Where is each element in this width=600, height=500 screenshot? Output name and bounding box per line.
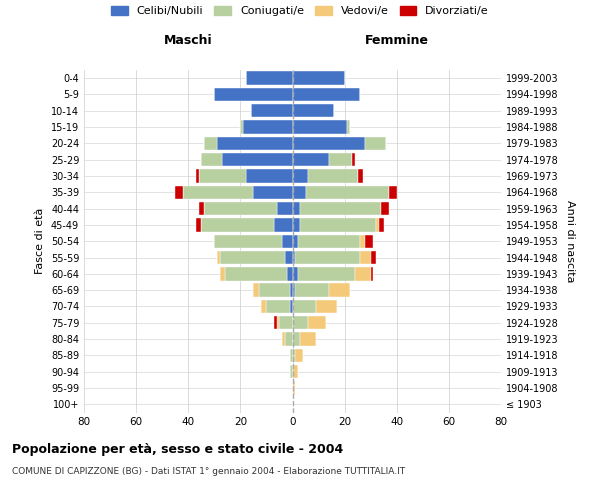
Bar xyxy=(293,284,295,297)
Bar xyxy=(196,170,199,182)
Bar xyxy=(277,316,280,330)
Bar xyxy=(293,153,329,166)
Bar xyxy=(214,88,293,101)
Bar xyxy=(371,267,373,280)
Bar xyxy=(301,218,376,232)
Bar xyxy=(290,365,293,378)
Bar xyxy=(217,136,293,150)
Bar xyxy=(274,316,277,330)
Bar xyxy=(293,186,305,199)
Bar xyxy=(243,120,293,134)
Bar xyxy=(295,284,329,297)
Bar xyxy=(293,251,295,264)
Y-axis label: Fasce di età: Fasce di età xyxy=(35,208,45,274)
Bar xyxy=(217,251,220,264)
Bar xyxy=(381,202,389,215)
Bar xyxy=(293,170,308,182)
Bar xyxy=(298,267,355,280)
Bar xyxy=(389,186,397,199)
Bar xyxy=(360,234,365,248)
Y-axis label: Anni di nascita: Anni di nascita xyxy=(565,200,575,282)
Bar xyxy=(358,170,363,182)
Bar xyxy=(290,348,293,362)
Bar xyxy=(293,316,308,330)
Bar xyxy=(290,284,293,297)
Bar xyxy=(293,365,298,378)
Bar xyxy=(295,348,303,362)
Bar xyxy=(293,300,316,313)
Bar xyxy=(298,234,360,248)
Bar xyxy=(220,267,225,280)
Bar xyxy=(204,202,277,215)
Bar xyxy=(316,300,337,313)
Bar xyxy=(293,234,298,248)
Bar xyxy=(201,218,274,232)
Bar xyxy=(308,170,358,182)
Bar xyxy=(245,72,293,85)
Bar xyxy=(287,267,293,280)
Bar xyxy=(371,251,376,264)
Bar xyxy=(284,332,293,346)
Bar xyxy=(365,234,373,248)
Bar xyxy=(220,251,284,264)
Bar xyxy=(266,300,290,313)
Bar xyxy=(274,218,293,232)
Bar xyxy=(352,153,355,166)
Bar xyxy=(183,186,253,199)
Bar xyxy=(293,348,295,362)
Bar xyxy=(293,104,334,118)
Bar xyxy=(199,170,245,182)
Bar xyxy=(293,72,344,85)
Bar xyxy=(293,332,301,346)
Bar xyxy=(282,234,293,248)
Bar xyxy=(201,153,222,166)
Bar xyxy=(277,202,293,215)
Bar xyxy=(204,136,217,150)
Bar xyxy=(253,284,259,297)
Bar xyxy=(280,316,293,330)
Bar xyxy=(301,332,316,346)
Bar xyxy=(199,202,204,215)
Text: Popolazione per età, sesso e stato civile - 2004: Popolazione per età, sesso e stato civil… xyxy=(12,442,343,456)
Bar xyxy=(329,153,352,166)
Text: COMUNE DI CAPIZZONE (BG) - Dati ISTAT 1° gennaio 2004 - Elaborazione TUTTITALIA.: COMUNE DI CAPIZZONE (BG) - Dati ISTAT 1°… xyxy=(12,468,405,476)
Bar xyxy=(308,316,326,330)
Bar xyxy=(196,218,201,232)
Bar xyxy=(293,88,360,101)
Bar xyxy=(261,300,266,313)
Bar xyxy=(290,300,293,313)
Bar xyxy=(301,202,381,215)
Bar xyxy=(379,218,384,232)
Bar xyxy=(360,251,371,264)
Bar xyxy=(295,251,360,264)
Bar xyxy=(293,267,298,280)
Bar xyxy=(293,382,295,394)
Text: Maschi: Maschi xyxy=(164,34,212,48)
Bar xyxy=(251,104,293,118)
Bar xyxy=(293,218,301,232)
Bar xyxy=(284,251,293,264)
Bar xyxy=(175,186,183,199)
Bar xyxy=(245,170,293,182)
Bar xyxy=(376,218,379,232)
Bar xyxy=(282,332,284,346)
Bar xyxy=(225,267,287,280)
Bar xyxy=(347,120,350,134)
Bar xyxy=(293,120,347,134)
Bar xyxy=(355,267,371,280)
Bar xyxy=(305,186,389,199)
Bar xyxy=(293,136,365,150)
Bar xyxy=(365,136,386,150)
Bar xyxy=(241,120,243,134)
Bar xyxy=(253,186,293,199)
Legend: Celibi/Nubili, Coniugati/e, Vedovi/e, Divorziati/e: Celibi/Nubili, Coniugati/e, Vedovi/e, Di… xyxy=(111,6,489,16)
Bar xyxy=(293,202,301,215)
Bar xyxy=(259,284,290,297)
Bar xyxy=(214,234,282,248)
Bar xyxy=(222,153,293,166)
Bar xyxy=(329,284,350,297)
Text: Femmine: Femmine xyxy=(365,34,429,48)
